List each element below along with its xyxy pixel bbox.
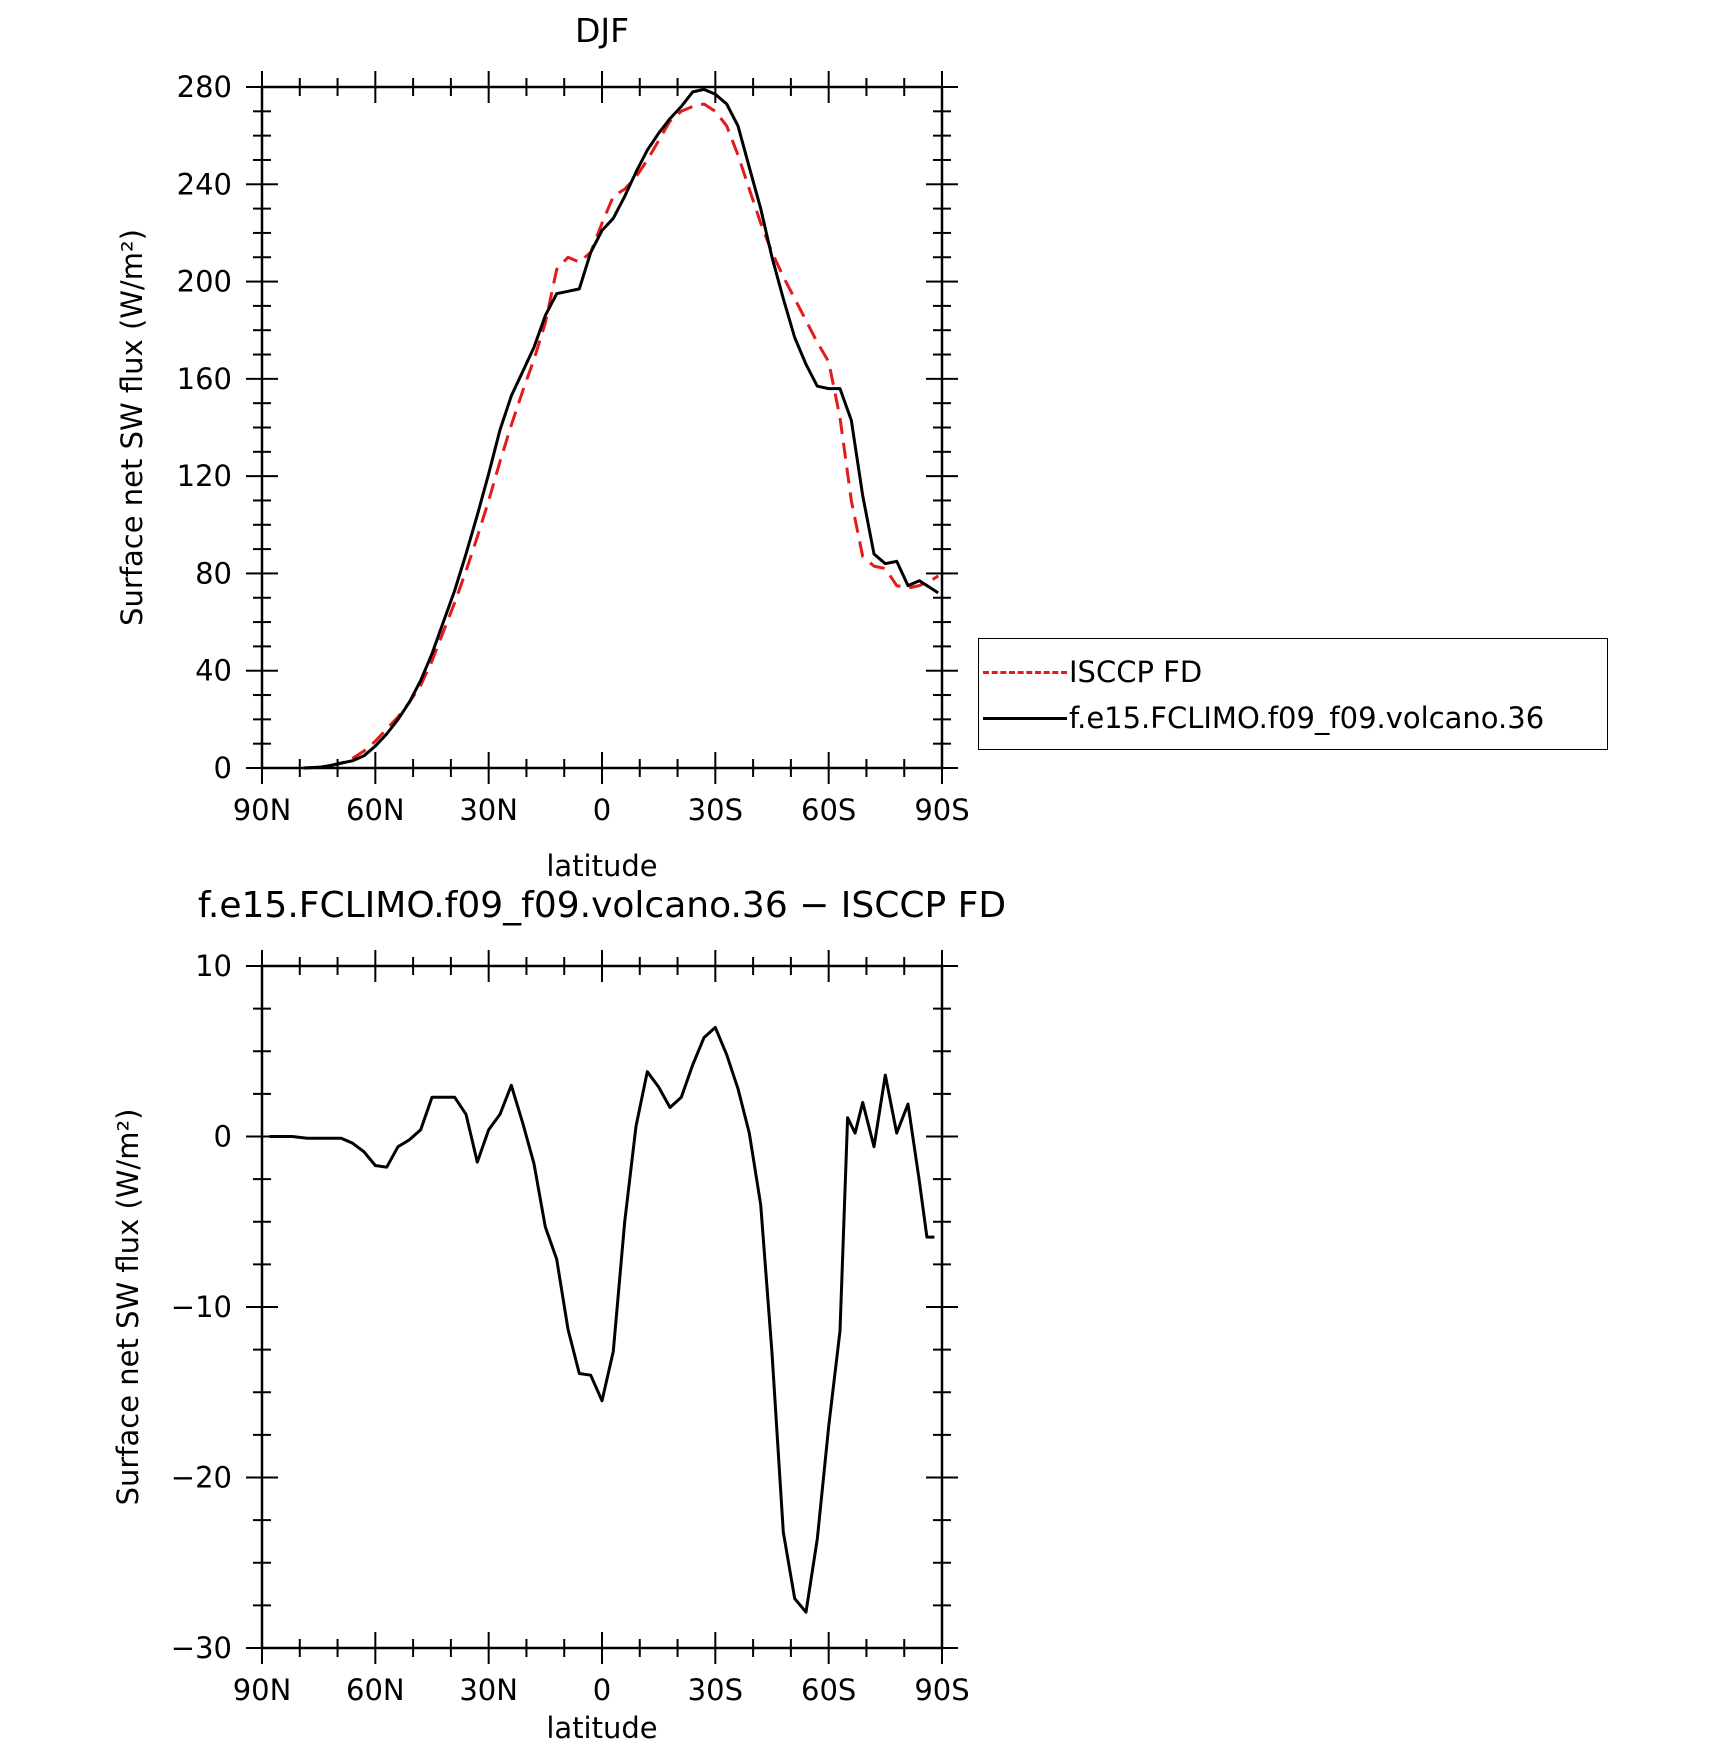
x-tick-label: 90S bbox=[914, 793, 969, 827]
top-plot-frame bbox=[260, 85, 944, 770]
series-line-solid bbox=[269, 1025, 935, 1614]
legend-swatch-solid-black bbox=[983, 716, 1067, 720]
y-tick-label: 160 bbox=[177, 362, 232, 396]
y-tick-label: −20 bbox=[171, 1461, 232, 1495]
x-tick-label: 90N bbox=[233, 793, 292, 827]
y-tick-label: 280 bbox=[177, 70, 232, 104]
bottom-y-axis-label: Surface net SW flux (W/m²) bbox=[111, 1109, 145, 1506]
top-y-axis-label: Surface net SW flux (W/m²) bbox=[115, 229, 149, 626]
y-tick-label: 80 bbox=[195, 556, 232, 590]
y-tick-label: 0 bbox=[214, 1120, 232, 1154]
x-tick-label: 60N bbox=[346, 1673, 405, 1707]
top-series-lines bbox=[303, 87, 940, 770]
legend: ISCCP FD f.e15.FCLIMO.f09_f09.volcano.36 bbox=[978, 638, 1608, 750]
bottom-plot-frame bbox=[260, 964, 944, 1650]
legend-label: ISCCP FD bbox=[1069, 655, 1203, 689]
y-tick-label: 120 bbox=[177, 459, 232, 493]
y-tick-label: 10 bbox=[195, 949, 232, 983]
x-tick-label: 90S bbox=[914, 1673, 969, 1707]
bottom-tick-labels: 90N 60N 30N 0 30S 60S 90S −30 −20 −10 0 10 bbox=[171, 949, 970, 1707]
y-tick-label: 0 bbox=[214, 751, 232, 785]
series-line-solid bbox=[303, 87, 940, 770]
y-tick-label: 200 bbox=[177, 265, 232, 299]
top-tick-labels: 90N 60N 30N 0 30S 60S 90S 0 40 80 120 160 200 240 280 bbox=[177, 70, 970, 827]
x-tick-label: 60S bbox=[801, 1673, 856, 1707]
bottom-x-axis-label: latitude bbox=[546, 1711, 657, 1745]
y-tick-label: 240 bbox=[177, 167, 232, 201]
x-tick-label: 30S bbox=[688, 793, 743, 827]
y-tick-label: 40 bbox=[195, 654, 232, 688]
x-tick-label: 0 bbox=[593, 1673, 611, 1707]
x-tick-label: 90N bbox=[233, 1673, 292, 1707]
x-tick-label: 30S bbox=[688, 1673, 743, 1707]
legend-label: f.e15.FCLIMO.f09_f09.volcano.36 bbox=[1069, 701, 1545, 735]
y-tick-label: −10 bbox=[171, 1290, 232, 1324]
top-panel: DJF Surface net SW flux (W/m²) latitude … bbox=[115, 11, 970, 883]
legend-item-model: f.e15.FCLIMO.f09_f09.volcano.36 bbox=[983, 698, 1544, 738]
x-tick-label: 30N bbox=[459, 793, 518, 827]
top-x-axis-label: latitude bbox=[546, 849, 657, 883]
bottom-series-lines bbox=[269, 1025, 935, 1614]
x-tick-label: 30N bbox=[459, 1673, 518, 1707]
x-tick-label: 0 bbox=[593, 793, 611, 827]
legend-item-isccp: ISCCP FD bbox=[983, 652, 1202, 692]
bottom-panel: f.e15.FCLIMO.f09_f09.volcano.36 − ISCCP … bbox=[111, 885, 1006, 1745]
x-tick-label: 60S bbox=[801, 793, 856, 827]
bottom-axis-ticks bbox=[246, 950, 958, 1664]
bottom-chart-title: f.e15.FCLIMO.f09_f09.volcano.36 − ISCCP … bbox=[198, 885, 1006, 926]
top-chart-title: DJF bbox=[575, 11, 629, 50]
y-tick-label: −30 bbox=[171, 1631, 232, 1665]
legend-swatch-dashed-red bbox=[983, 670, 1067, 674]
x-tick-label: 60N bbox=[346, 793, 405, 827]
